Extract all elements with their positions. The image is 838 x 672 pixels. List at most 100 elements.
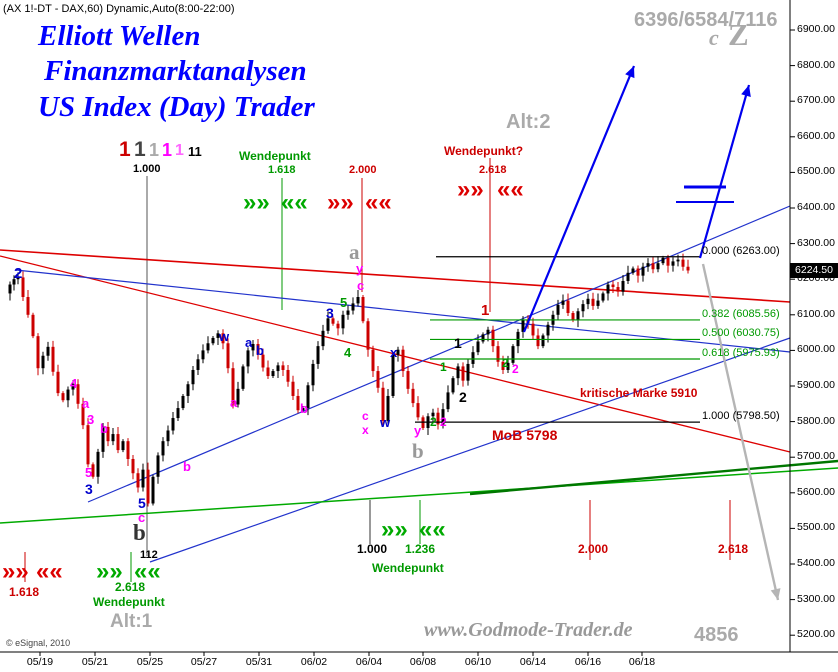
candle-body bbox=[256, 343, 260, 355]
price-axis-label: 6600.00 bbox=[797, 129, 835, 142]
blue-uptrend-lower bbox=[149, 337, 791, 563]
date-axis-label: 05/21 bbox=[81, 656, 109, 668]
price-axis-label: 5500.00 bbox=[797, 521, 835, 534]
candle-body bbox=[576, 311, 580, 321]
candle-body bbox=[636, 268, 640, 276]
candle-body bbox=[656, 263, 660, 270]
price-axis-label: 5200.00 bbox=[797, 628, 835, 641]
candle-body bbox=[556, 304, 560, 315]
candle-body bbox=[396, 349, 400, 355]
price-axis-label: 5600.00 bbox=[797, 485, 835, 498]
candle-body bbox=[671, 261, 675, 266]
candle-body bbox=[346, 310, 350, 315]
candle-body bbox=[271, 371, 275, 377]
wave-a-magenta-1: a bbox=[82, 396, 90, 411]
fib-level-label: 1.000 (5798.50) bbox=[702, 410, 780, 423]
wave-b-big-black: b bbox=[133, 520, 146, 545]
candle-body bbox=[96, 451, 100, 477]
candle-body bbox=[311, 363, 315, 386]
price-axis-label: 5700.00 bbox=[797, 450, 835, 463]
candle-body bbox=[8, 284, 12, 294]
candle-body bbox=[541, 335, 545, 347]
fib-time-b-2000: 2.000 bbox=[578, 542, 609, 556]
wendepunkt-bottom: Wendepunkt bbox=[372, 561, 444, 575]
candle-body bbox=[56, 371, 60, 394]
candle-body bbox=[416, 403, 420, 418]
candle-body bbox=[381, 387, 385, 421]
candle-body bbox=[216, 333, 220, 338]
mob-label: MoB 5798 bbox=[492, 427, 558, 443]
wave-c-magenta-3: c bbox=[362, 409, 369, 423]
wave-b-big-gray: b bbox=[412, 439, 424, 463]
candle-body bbox=[226, 343, 230, 369]
date-axis-label: 06/08 bbox=[409, 656, 437, 668]
candle-body bbox=[246, 350, 250, 367]
candle-body bbox=[21, 277, 25, 297]
candle-body bbox=[411, 388, 415, 404]
wave-5-magenta: 5 bbox=[85, 465, 93, 480]
bear-arrow-gray-head bbox=[770, 588, 781, 600]
wave-5-blue: 5 bbox=[138, 495, 146, 511]
candle-body bbox=[451, 378, 455, 393]
candle-body bbox=[496, 346, 500, 362]
wave-y-magenta-2: y bbox=[414, 423, 422, 438]
candle-body bbox=[166, 430, 170, 442]
candle-body bbox=[431, 412, 435, 417]
candle-body bbox=[266, 367, 270, 377]
candle-body bbox=[66, 389, 70, 401]
title-line-1: Elliott Wellen bbox=[38, 20, 201, 52]
candle-body bbox=[171, 418, 175, 431]
wave-3-magenta: 3 bbox=[87, 412, 95, 427]
blue-uptrend-upper bbox=[87, 205, 791, 503]
candle-body bbox=[196, 359, 200, 370]
candle-body bbox=[441, 409, 445, 425]
candle-body bbox=[301, 408, 305, 411]
lower-target: 4856 bbox=[694, 624, 739, 646]
chevron-right-red-3: »» bbox=[2, 558, 29, 585]
candle-body bbox=[406, 371, 410, 389]
wave-a-big-gray: a bbox=[349, 240, 360, 264]
title-line-3: US Index (Day) Trader bbox=[38, 91, 315, 123]
price-axis-label: 6200.00 bbox=[797, 272, 835, 285]
candle-body bbox=[26, 297, 30, 315]
candle-body bbox=[181, 395, 185, 409]
candle-body bbox=[111, 434, 115, 442]
candle-body bbox=[351, 303, 355, 311]
wendepunkt-green-top: Wendepunkt bbox=[239, 149, 311, 163]
candle-body bbox=[501, 361, 505, 370]
candle-body bbox=[291, 381, 295, 396]
wave-2-green-1: 2 bbox=[430, 415, 437, 429]
candle-body bbox=[581, 304, 585, 312]
candle-body bbox=[16, 277, 20, 280]
wave-x-blue: x bbox=[390, 345, 398, 360]
wave-5-green: 5 bbox=[340, 295, 348, 310]
date-axis-label: 06/16 bbox=[574, 656, 602, 668]
candle-body bbox=[361, 297, 365, 322]
candle-body bbox=[566, 300, 570, 314]
green-support bbox=[0, 467, 838, 524]
candle-body bbox=[201, 350, 205, 360]
candle-body bbox=[121, 441, 125, 451]
candle-body bbox=[641, 266, 645, 276]
wave-2-black: 2 bbox=[459, 389, 467, 405]
candle-body bbox=[276, 365, 280, 372]
candle-body bbox=[286, 369, 290, 382]
candle-body bbox=[626, 272, 630, 281]
candle-body bbox=[31, 314, 35, 337]
alt-2-label: Alt:2 bbox=[506, 111, 551, 133]
fib-time-b-1236: 1.236 bbox=[405, 542, 436, 556]
window-title: (AX 1!-DT - DAX,60) Dynamic,Auto(8:00-22… bbox=[3, 3, 235, 15]
candle-body bbox=[591, 298, 595, 306]
candle-body bbox=[156, 455, 160, 477]
candle-body bbox=[106, 426, 110, 442]
candle-body bbox=[461, 366, 465, 381]
chevron-right-green-1: »» bbox=[243, 189, 270, 216]
candle-body bbox=[81, 403, 85, 426]
price-axis-label: 6900.00 bbox=[797, 23, 835, 35]
candle-body bbox=[506, 362, 510, 370]
wave-a-blue: a bbox=[245, 335, 253, 350]
wave-b-magenta-3: b bbox=[300, 401, 308, 416]
chevron-left-green-2: «« bbox=[419, 516, 446, 543]
candle-body bbox=[281, 365, 285, 370]
